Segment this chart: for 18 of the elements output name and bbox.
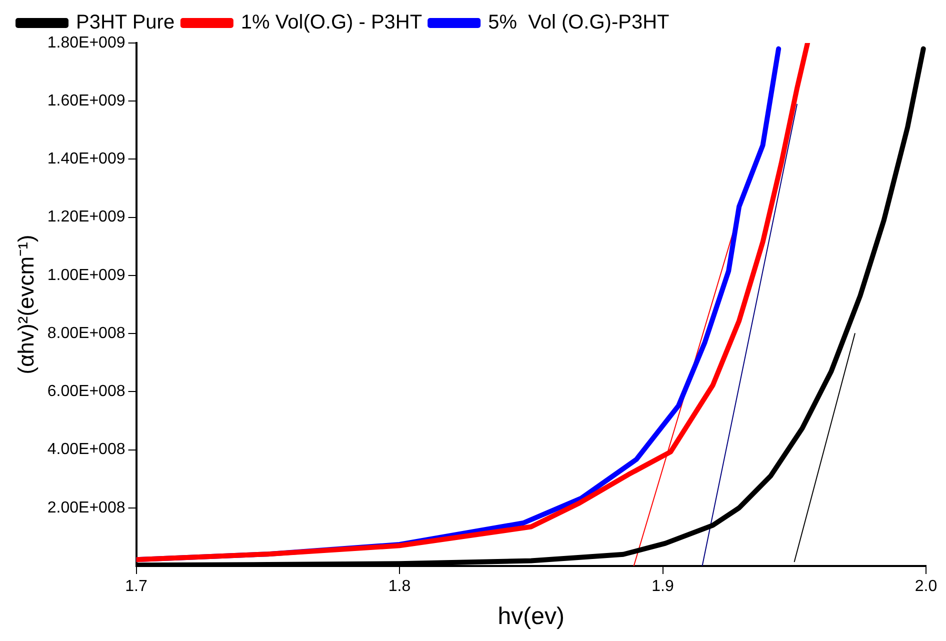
x-tick-label: 2.0 [914,578,938,596]
y-tick-label: 1.20E+009 [47,208,126,226]
y-tick-label: 4.00E+008 [47,441,126,458]
y-tick-label: 1.40E+009 [47,150,126,168]
y-tick-label: 8.00E+008 [47,324,126,342]
legend-label: P3HT Pure [76,12,175,34]
x-tick-label: 1.9 [652,578,674,596]
legend-label: 1% Vol(O.G) - P3HT [240,12,422,34]
y-tick-label: 1.80E+009 [47,34,126,52]
x-tick-label: 1.8 [388,578,411,596]
x-tick-label: 1.7 [125,578,148,596]
x-axis-title: hv(ev) [498,603,564,630]
legend-label: 5% Vol (O.G)-P3HT [488,12,670,34]
y-axis-title: (αhv)²(evcm⁻¹) [13,234,38,374]
y-tick-label: 1.60E+009 [47,92,126,110]
y-tick-label: 6.00E+008 [47,383,126,400]
y-tick-label: 2.00E+008 [47,499,126,516]
y-tick-label: 1.00E+009 [47,266,126,284]
